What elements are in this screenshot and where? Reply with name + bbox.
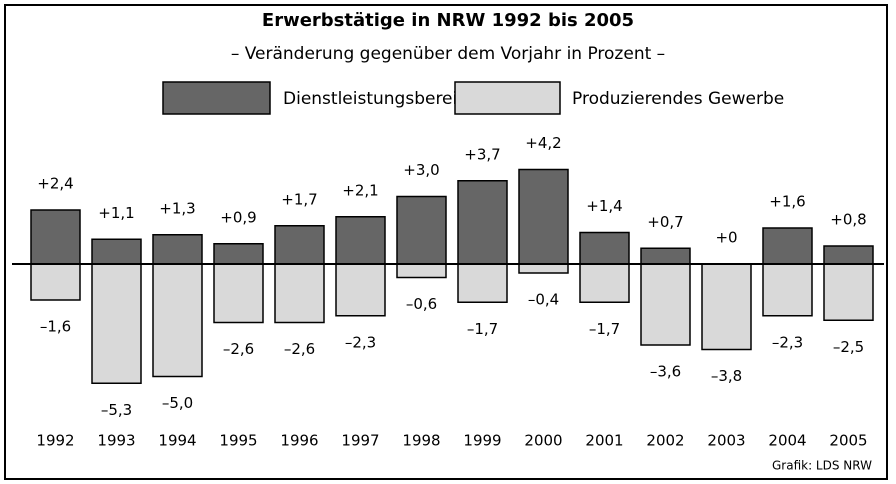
bar (518, 263, 569, 274)
chart-title: Erwerbstätige in NRW 1992 bis 2005 (262, 10, 634, 31)
x-tick-label: 1994 (158, 432, 196, 450)
x-tick-label: 2005 (829, 432, 867, 450)
bar (274, 263, 325, 324)
bar (396, 195, 447, 265)
legend-swatch (454, 81, 561, 115)
bar (640, 247, 691, 265)
chart-subtitle: – Veränderung gegenüber dem Vorjahr in P… (231, 44, 665, 64)
source-note: Grafik: LDS NRW (772, 459, 872, 473)
bar (91, 238, 142, 265)
data-label: +3,0 (403, 161, 439, 179)
data-label: –1,7 (467, 320, 498, 338)
bar (213, 263, 264, 324)
x-tick-label: 1999 (463, 432, 501, 450)
data-label: –2,3 (345, 333, 376, 351)
data-label: –0,6 (406, 295, 437, 313)
bar (579, 263, 630, 303)
data-label: +0,8 (830, 211, 866, 229)
data-label: +2,4 (37, 175, 73, 193)
bar (457, 263, 508, 303)
x-tick-label: 2001 (585, 432, 623, 450)
data-label: +0,7 (647, 213, 683, 231)
data-label: +1,1 (98, 204, 134, 222)
legend-label: Dienstleistungsbereiche (283, 89, 488, 109)
data-label: –2,3 (772, 333, 803, 351)
data-label: –1,7 (589, 320, 620, 338)
x-tick-label: 1998 (402, 432, 440, 450)
bar (640, 263, 691, 346)
data-label: –5,0 (162, 394, 193, 412)
x-tick-label: 2002 (646, 432, 684, 450)
bar (152, 263, 203, 378)
bar (701, 263, 752, 351)
x-tick-label: 1992 (36, 432, 74, 450)
data-label: –1,6 (40, 318, 71, 336)
x-tick-label: 1993 (97, 432, 135, 450)
data-label: +0 (715, 229, 737, 247)
data-label: +1,6 (769, 193, 805, 211)
legend-swatch (162, 81, 271, 115)
bar (274, 225, 325, 265)
data-label: –2,6 (223, 340, 254, 358)
bar (213, 243, 264, 265)
data-label: +1,4 (586, 197, 622, 215)
bar (30, 209, 81, 265)
data-label: +1,7 (281, 190, 317, 208)
data-label: +3,7 (464, 145, 500, 163)
data-label: +2,1 (342, 181, 378, 199)
legend-label: Produzierendes Gewerbe (572, 89, 784, 109)
data-label: –3,6 (650, 363, 681, 381)
x-tick-label: 2004 (768, 432, 806, 450)
bar (396, 263, 447, 279)
bar (823, 245, 874, 265)
bar (579, 231, 630, 265)
bar (91, 263, 142, 384)
x-tick-label: 2003 (707, 432, 745, 450)
bar (457, 180, 508, 265)
data-label: –5,3 (101, 401, 132, 419)
bar (518, 168, 569, 265)
bar (762, 263, 813, 317)
data-label: +0,9 (220, 208, 256, 226)
bar (152, 234, 203, 265)
bar (335, 263, 386, 317)
x-tick-label: 1997 (341, 432, 379, 450)
bar (823, 263, 874, 321)
x-tick-label: 1995 (219, 432, 257, 450)
data-label: +1,3 (159, 199, 195, 217)
x-tick-label: 1996 (280, 432, 318, 450)
bar (762, 227, 813, 265)
data-label: –2,5 (833, 338, 864, 356)
data-label: –2,6 (284, 340, 315, 358)
bar (335, 216, 386, 265)
data-label: –3,8 (711, 367, 742, 385)
data-label: –0,4 (528, 291, 559, 309)
x-tick-label: 2000 (524, 432, 562, 450)
data-label: +4,2 (525, 134, 561, 152)
bar (30, 263, 81, 301)
